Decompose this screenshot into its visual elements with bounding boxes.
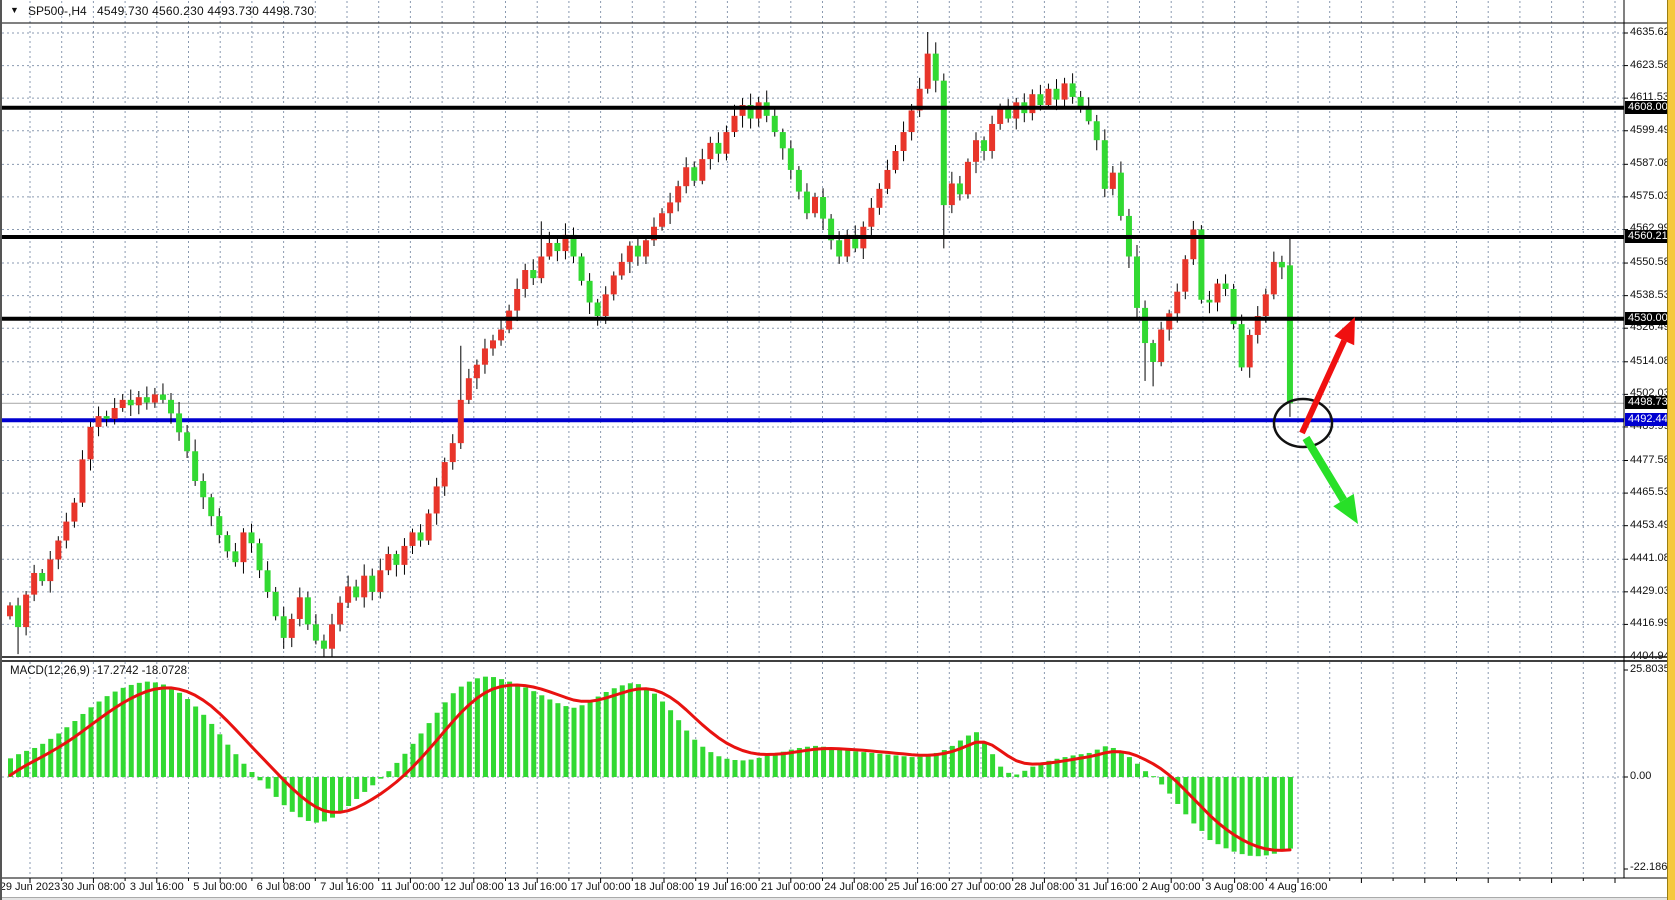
price-tick-label: 4575.035 [1630,189,1675,202]
price-tick-label: 4416.990 [1630,617,1675,630]
symbol-dropdown-icon[interactable]: ▼ [10,5,19,15]
price-tick-label: 4429.035 [1630,584,1675,597]
price-tick-label: 4623.580 [1630,58,1675,71]
price-tick-label: 4477.580 [1630,453,1675,466]
time-axis-label: 29 Jun 2023 [0,881,61,893]
price-tick-label: 4587.080 [1630,157,1675,170]
macd-axis-max-label: 25.8035 [1630,663,1670,675]
time-axis-label: 13 Jul 16:00 [507,881,568,893]
window-bottom-strip [2,897,1675,900]
time-axis-label: 5 Jul 00:00 [193,881,248,893]
price-tick-label: 4465.535 [1630,486,1675,499]
annotation-layer [1272,317,1358,524]
time-axis-label: 25 Jul 16:00 [887,881,948,893]
time-axis-label: 17 Jul 00:00 [570,881,631,893]
price-tick-label: 4538.535 [1630,288,1675,301]
current-price-badge: 4498.730 [1625,396,1675,410]
time-axis-label: 3 Jul 16:00 [129,881,184,893]
macd-axis-min-label: -22.1864 [1630,861,1674,873]
time-axis-label: 7 Jul 16:00 [320,881,374,893]
time-axis-label: 11 Jul 00:00 [380,881,440,893]
time-axis-label: 19 Jul 16:00 [697,881,758,893]
time-axis-label: 21 Jul 00:00 [760,881,821,893]
blue-line-price-badge: 4492.448 [1625,413,1675,427]
price-tick-label: 4635.625 [1630,26,1675,38]
macd-indicator-label: MACD(12,26,9) -17.2742 -18.0728 [10,665,188,677]
time-axis-label: 12 Jul 08:00 [443,881,504,893]
time-axis-label: 31 Jul 16:00 [1077,881,1138,893]
hline-price-badge: 4560.212 [1625,229,1675,243]
time-axis-label: 2 Aug 00:00 [1141,881,1201,893]
price-tick-label: 4404.945 [1630,649,1675,662]
time-axis-label: 28 Jul 08:00 [1014,881,1075,893]
price-tick-label: 4611.535 [1630,91,1675,104]
window-edge-strip [1667,0,1675,900]
time-axis-label: 24 Jul 08:00 [824,881,885,893]
bearish-arrow-annotation[interactable] [1302,435,1358,524]
price-tick-label: 4514.080 [1630,354,1675,367]
time-axis-label: 4 Aug 16:00 [1268,881,1328,893]
time-axis-label: 3 Aug 08:00 [1205,881,1264,893]
time-axis-label: 6 Jul 08:00 [256,881,311,893]
bullish-arrow-annotation[interactable] [1299,317,1355,435]
price-tick-label: 4599.490 [1630,123,1675,136]
hline-price-badge: 4530.000 [1625,311,1675,325]
time-axis-label: 18 Jul 08:00 [634,881,694,893]
price-tick-label: 4441.080 [1630,552,1675,565]
ellipse-annotation[interactable] [1272,397,1334,449]
time-axis-label: 27 Jul 00:00 [951,881,1011,893]
price-tick-label: 4453.490 [1630,518,1675,531]
hline-price-badge: 4608.000 [1625,100,1675,114]
macd-axis-zero-label: 0.00 [1630,770,1652,782]
time-axis-label: 30 Jun 08:00 [61,881,126,893]
price-tick-label: 4550.580 [1630,256,1675,269]
